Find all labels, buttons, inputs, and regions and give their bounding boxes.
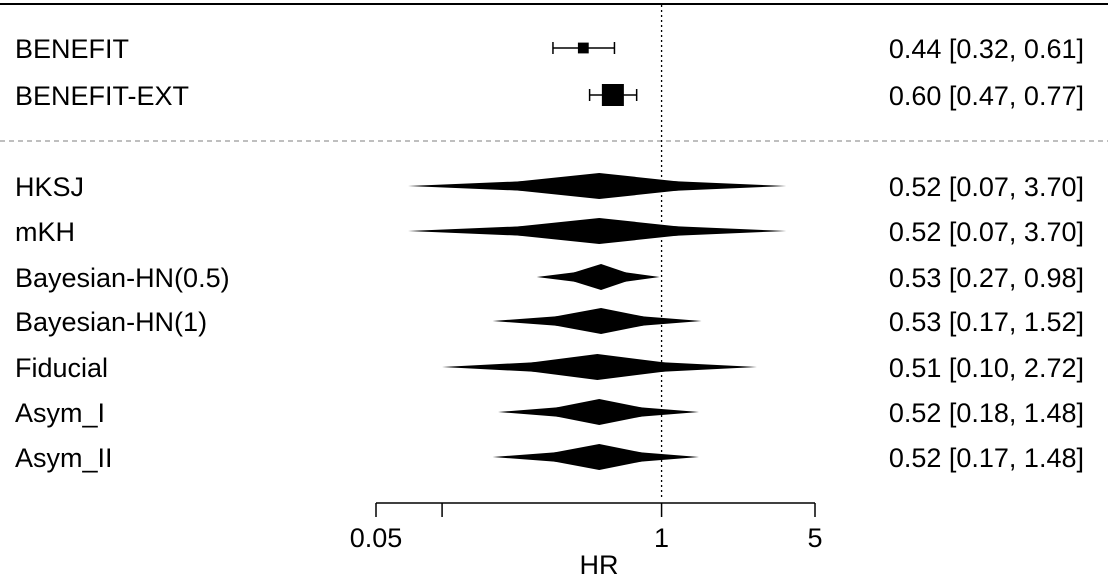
estimate-core-diamond — [533, 399, 665, 425]
study-label: BENEFIT-EXT — [15, 81, 189, 111]
x-axis-label: HR — [580, 550, 619, 580]
study-label: BENEFIT — [15, 34, 129, 64]
study-point-square — [577, 42, 589, 54]
estimate-label: Bayesian-HN(0.5) — [15, 263, 230, 293]
x-tick-label: 5 — [807, 523, 822, 553]
estimate-core-diamond — [530, 308, 667, 334]
estimate-core-diamond — [496, 354, 702, 380]
estimate-label: mKH — [15, 217, 75, 247]
estimate-core-diamond — [474, 173, 721, 199]
x-axis: 0.05 1 5 — [350, 502, 823, 553]
labels-layer: BENEFIT 0.44 [0.32, 0.61] BENEFIT-EXT 0.60 … — [15, 34, 1084, 473]
estimate-diamond — [442, 354, 757, 380]
estimate-label: Asym_II — [15, 443, 113, 473]
estimate-ci-text: 0.53 [0.17, 1.52] — [889, 307, 1084, 337]
x-tick-label: 0.05 — [350, 523, 403, 553]
estimate-core-diamond — [529, 444, 665, 470]
estimate-ci-text: 0.52 [0.07, 3.70] — [889, 217, 1084, 247]
estimate-diamond — [536, 264, 660, 290]
estimate-core-diamond — [474, 218, 721, 244]
study-ci-text: 0.44 [0.32, 0.61] — [889, 34, 1084, 64]
study-ci-text: 0.60 [0.47, 0.77] — [889, 81, 1084, 111]
study-point-square — [601, 84, 624, 106]
estimate-diamond — [498, 399, 699, 425]
estimate-label: Bayesian-HN(1) — [15, 307, 207, 337]
estimate-diamond — [492, 444, 699, 470]
estimate-diamond — [408, 218, 787, 244]
estimate-ci-text: 0.52 [0.07, 3.70] — [889, 172, 1084, 202]
estimate-label: Fiducial — [15, 353, 108, 383]
estimate-core-diamond — [559, 264, 640, 290]
marks-layer — [408, 42, 787, 470]
estimate-label: HKSJ — [15, 172, 84, 202]
estimate-label: Asym_I — [15, 398, 105, 428]
estimate-ci-text: 0.52 [0.17, 1.48] — [889, 443, 1084, 473]
x-tick-label: 1 — [654, 523, 669, 553]
study-mark — [588, 84, 638, 106]
estimate-ci-text: 0.51 [0.10, 2.72] — [889, 353, 1084, 383]
study-mark — [552, 42, 616, 54]
estimate-diamond — [408, 173, 787, 199]
estimate-diamond — [492, 308, 702, 334]
estimate-ci-text: 0.53 [0.27, 0.98] — [889, 263, 1084, 293]
estimate-ci-text: 0.52 [0.18, 1.48] — [889, 398, 1084, 428]
